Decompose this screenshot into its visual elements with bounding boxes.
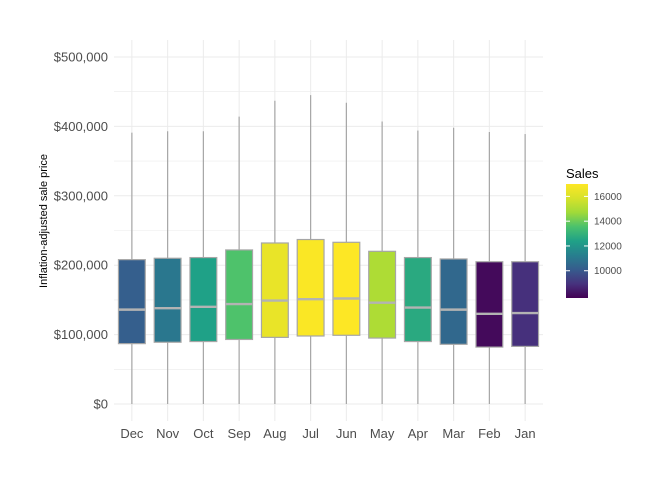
box-may xyxy=(368,121,397,404)
legend-tick-label: 16000 xyxy=(594,192,622,203)
box-jun xyxy=(332,102,361,404)
box-feb xyxy=(475,131,504,404)
box-jul xyxy=(296,95,325,404)
x-tick-label: Mar xyxy=(442,426,465,441)
box-sep xyxy=(225,116,254,404)
box-nov xyxy=(153,131,182,404)
box-jan xyxy=(511,134,540,404)
x-tick-label: Jul xyxy=(302,426,319,441)
legend-title: Sales xyxy=(566,166,599,181)
box-iqr xyxy=(225,249,254,341)
x-tick-label: May xyxy=(370,426,395,441)
box-iqr xyxy=(368,250,397,339)
x-tick-label: Aug xyxy=(263,426,286,441)
box-iqr xyxy=(475,261,504,348)
legend-ticks: 10000 12000 14000 16000 xyxy=(566,192,622,277)
y-tick-label: $400,000 xyxy=(54,119,108,134)
box-dec xyxy=(117,132,146,404)
y-tick-label: $100,000 xyxy=(54,327,108,342)
legend-tick-label: 14000 xyxy=(594,217,622,228)
box-iqr xyxy=(511,261,540,347)
box-aug xyxy=(260,100,289,404)
x-tick-label: Nov xyxy=(156,426,180,441)
grid-lines xyxy=(114,40,543,421)
x-tick-label: Dec xyxy=(120,426,144,441)
box-iqr xyxy=(403,256,432,343)
sales-legend: Sales 10000 12000 14000 16000 xyxy=(566,166,622,298)
box-iqr xyxy=(153,257,182,343)
box-iqr xyxy=(332,241,361,336)
x-tick-label: Feb xyxy=(478,426,500,441)
box-iqr xyxy=(117,259,146,345)
x-axis-tick-labels: Dec Nov Oct Sep Aug Jul Jun May Apr Mar Feb Jan xyxy=(120,426,535,441)
legend-tick-label: 10000 xyxy=(594,266,622,277)
y-axis-tick-labels: $0 $100,000 $200,000 $300,000 $400,000 $500,0… xyxy=(54,50,108,412)
x-tick-label: Apr xyxy=(408,426,429,441)
x-tick-label: Jan xyxy=(515,426,536,441)
x-tick-label: Jun xyxy=(336,426,357,441)
y-axis-label: Inflation-adjusted sale price xyxy=(38,154,50,288)
boxplot-boxes xyxy=(117,95,540,404)
x-tick-label: Sep xyxy=(228,426,251,441)
box-iqr xyxy=(189,256,218,343)
y-tick-label: $200,000 xyxy=(54,258,108,273)
x-tick-label: Oct xyxy=(193,426,214,441)
y-tick-label: $300,000 xyxy=(54,188,108,203)
box-mar xyxy=(439,127,468,404)
legend-tick-label: 12000 xyxy=(594,241,622,252)
box-iqr xyxy=(260,242,289,338)
box-iqr xyxy=(439,258,468,345)
y-tick-label: $0 xyxy=(94,397,108,412)
box-iqr xyxy=(296,238,325,337)
y-tick-label: $500,000 xyxy=(54,50,108,65)
box-apr xyxy=(403,130,432,404)
legend-colorbar xyxy=(566,184,588,298)
box-oct xyxy=(189,131,218,404)
